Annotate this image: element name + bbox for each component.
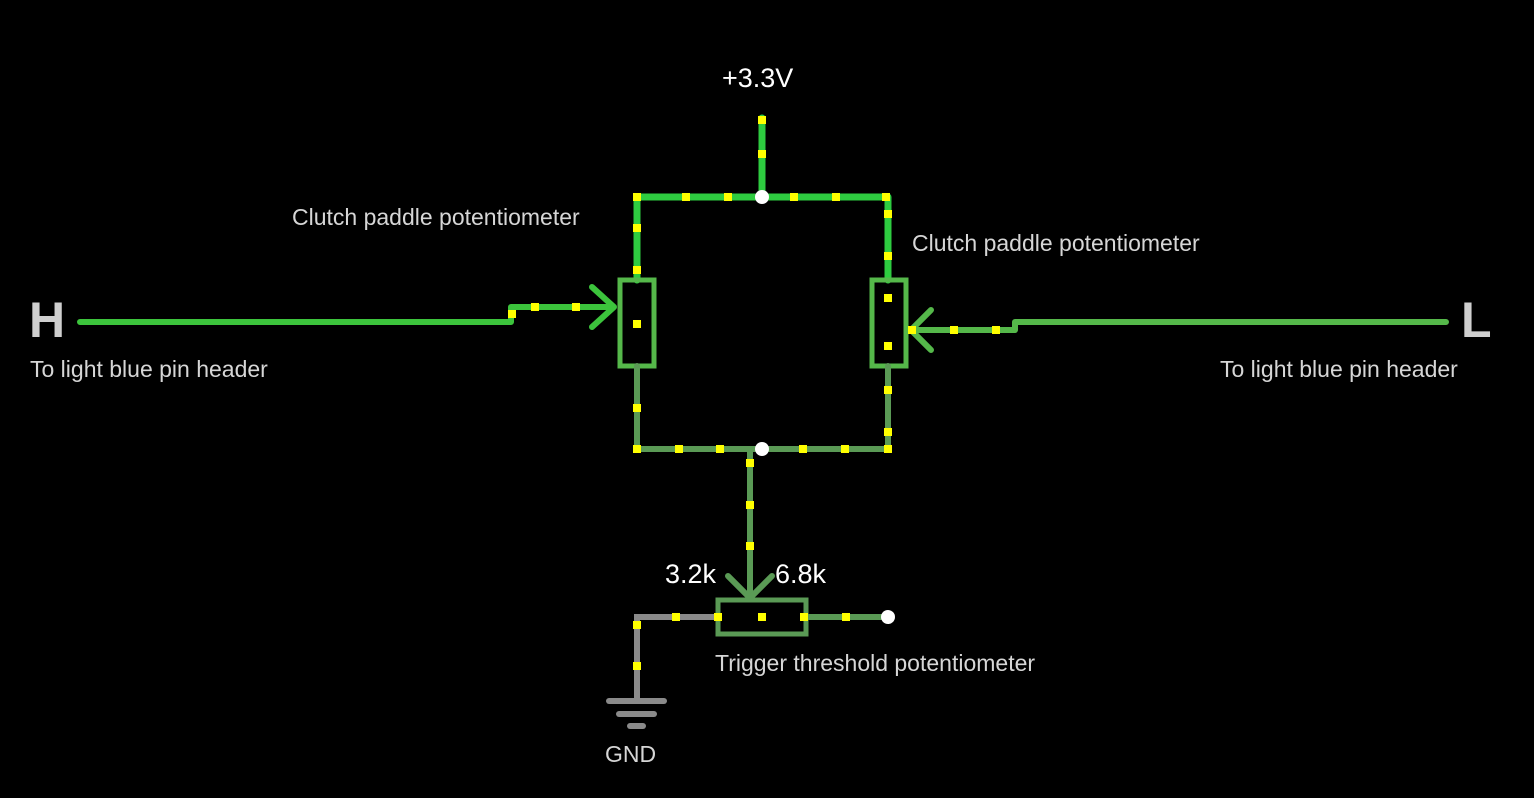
right-pot-label: Clutch paddle potentiometer — [912, 230, 1200, 256]
ground-icon — [606, 698, 667, 729]
ground-net — [634, 614, 721, 703]
l-net — [908, 307, 1449, 353]
trigger-open-terminal — [881, 610, 895, 624]
current-markers — [508, 116, 1000, 670]
trigger-pot-label: Trigger threshold potentiometer — [715, 650, 1036, 676]
supply-label: +3.3V — [722, 63, 794, 93]
lower-rail — [634, 363, 891, 452]
l-wire — [909, 319, 1449, 333]
l-letter: L — [1461, 292, 1492, 348]
junctions — [755, 190, 895, 624]
trigger-left-value: 3.2k — [665, 559, 717, 589]
h-letter: H — [29, 292, 66, 348]
ground-label: GND — [605, 741, 657, 767]
trigger-right-value: 6.8k — [775, 559, 827, 589]
l-caption: To light blue pin header — [1220, 356, 1458, 382]
right-pot-body — [869, 277, 909, 369]
h-caption: To light blue pin header — [30, 356, 268, 382]
supply-junction — [755, 190, 769, 204]
h-wiper-arrow — [589, 284, 617, 330]
ground-wire — [634, 614, 721, 703]
left-pot-label: Clutch paddle potentiometer — [292, 204, 580, 230]
supply-rail — [633, 193, 892, 284]
wiper-junction — [755, 442, 769, 456]
